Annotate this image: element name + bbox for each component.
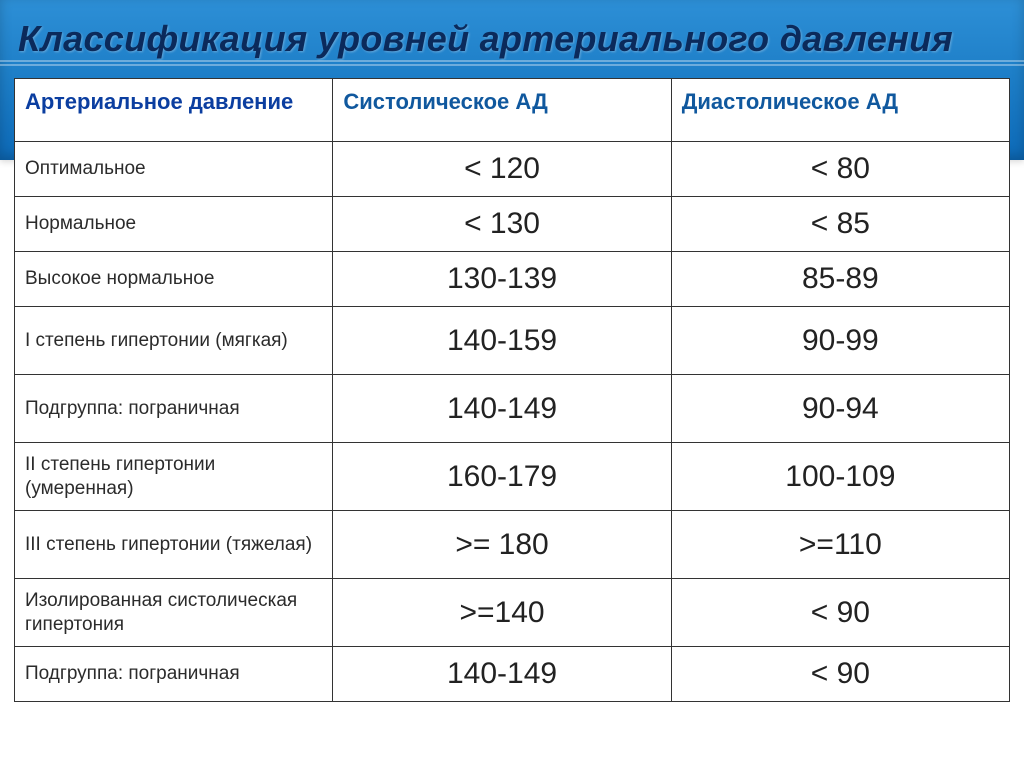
- table-row: Подгруппа: пограничная 140-149 < 90: [15, 647, 1010, 702]
- cell-category: Подгруппа: пограничная: [15, 647, 333, 702]
- cell-category: Изолированная систолическая гипертония: [15, 579, 333, 647]
- cell-systolic: 160-179: [333, 443, 671, 511]
- cell-diastolic: < 90: [671, 647, 1009, 702]
- table-row: Высокое нормальное 130-139 85-89: [15, 252, 1010, 307]
- table-row: Нормальное < 130 < 85: [15, 197, 1010, 252]
- cell-category: Нормальное: [15, 197, 333, 252]
- cell-category: III степень гипертонии (тяжелая): [15, 511, 333, 579]
- cell-diastolic: < 80: [671, 142, 1009, 197]
- cell-category: II степень гипертонии (умеренная): [15, 443, 333, 511]
- col-header-category: Артериальное давление: [15, 79, 333, 142]
- cell-systolic: 140-159: [333, 307, 671, 375]
- col-header-diastolic: Диастолическое АД: [671, 79, 1009, 142]
- cell-systolic: 140-149: [333, 375, 671, 443]
- cell-systolic: >= 180: [333, 511, 671, 579]
- cell-category: I степень гипертонии (мягкая): [15, 307, 333, 375]
- bp-classification-table: Артериальное давление Систолическое АД Д…: [14, 78, 1010, 702]
- col-header-systolic: Систолическое АД: [333, 79, 671, 142]
- table-row: III степень гипертонии (тяжелая) >= 180 …: [15, 511, 1010, 579]
- cell-diastolic: 90-99: [671, 307, 1009, 375]
- cell-systolic: 140-149: [333, 647, 671, 702]
- cell-systolic: < 120: [333, 142, 671, 197]
- table-row: II степень гипертонии (умеренная) 160-17…: [15, 443, 1010, 511]
- table-row: I степень гипертонии (мягкая) 140-159 90…: [15, 307, 1010, 375]
- cell-diastolic: < 90: [671, 579, 1009, 647]
- cell-category: Оптимальное: [15, 142, 333, 197]
- cell-systolic: 130-139: [333, 252, 671, 307]
- cell-category: Высокое нормальное: [15, 252, 333, 307]
- cell-diastolic: 100-109: [671, 443, 1009, 511]
- cell-systolic: >=140: [333, 579, 671, 647]
- table-row: Подгруппа: пограничная 140-149 90-94: [15, 375, 1010, 443]
- cell-category: Подгруппа: пограничная: [15, 375, 333, 443]
- cell-systolic: < 130: [333, 197, 671, 252]
- cell-diastolic: >=110: [671, 511, 1009, 579]
- table-row: Оптимальное < 120 < 80: [15, 142, 1010, 197]
- cell-diastolic: 85-89: [671, 252, 1009, 307]
- table-row: Изолированная систолическая гипертония >…: [15, 579, 1010, 647]
- cell-diastolic: < 85: [671, 197, 1009, 252]
- slide-title: Классификация уровней артериального давл…: [18, 18, 1006, 60]
- cell-diastolic: 90-94: [671, 375, 1009, 443]
